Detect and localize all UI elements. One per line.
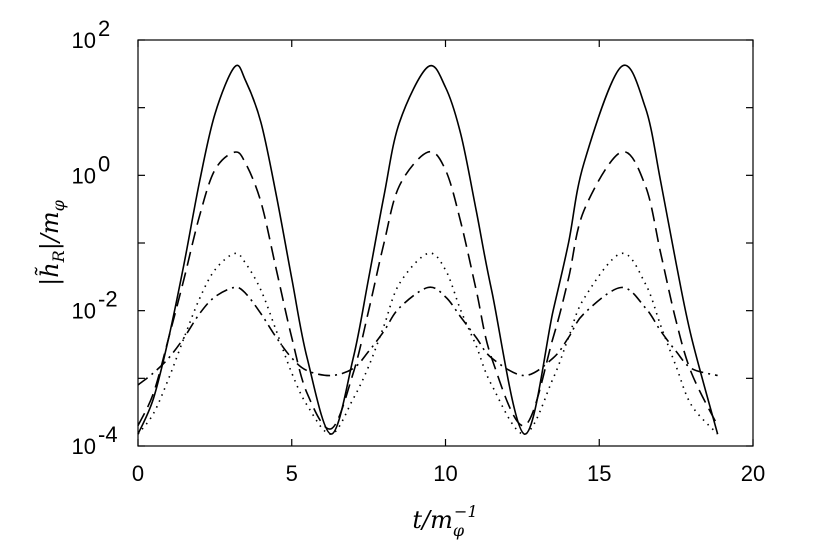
plot-area xyxy=(137,39,754,447)
y-tick-label: 10 xyxy=(72,28,96,53)
series-line-dotted xyxy=(137,252,719,435)
y-tick-label-exponent: -2 xyxy=(98,287,118,312)
x-axis-label: t/mφ−1 xyxy=(412,502,477,540)
x-tick-label: 0 xyxy=(132,461,144,486)
series-line-dashdot xyxy=(137,286,718,386)
x-tick-label: 20 xyxy=(741,461,765,486)
ticks xyxy=(137,39,754,447)
y-tick-label-exponent: 2 xyxy=(98,16,110,41)
y-axis-label: |h̃R|/mφ xyxy=(35,199,68,286)
y-tick-label: 10 xyxy=(72,163,96,188)
y-tick-label: 10 xyxy=(72,299,96,324)
series-line-dashed xyxy=(137,150,719,430)
x-tick-label: 10 xyxy=(433,461,457,486)
series-line-solid xyxy=(137,64,719,435)
x-tick-label: 15 xyxy=(587,461,611,486)
x-tick-label: 5 xyxy=(286,461,298,486)
y-tick-label: 10 xyxy=(72,434,96,459)
curves xyxy=(137,64,719,435)
y-tick-label-exponent: -4 xyxy=(98,422,118,447)
y-tick-label-exponent: 0 xyxy=(98,151,110,176)
